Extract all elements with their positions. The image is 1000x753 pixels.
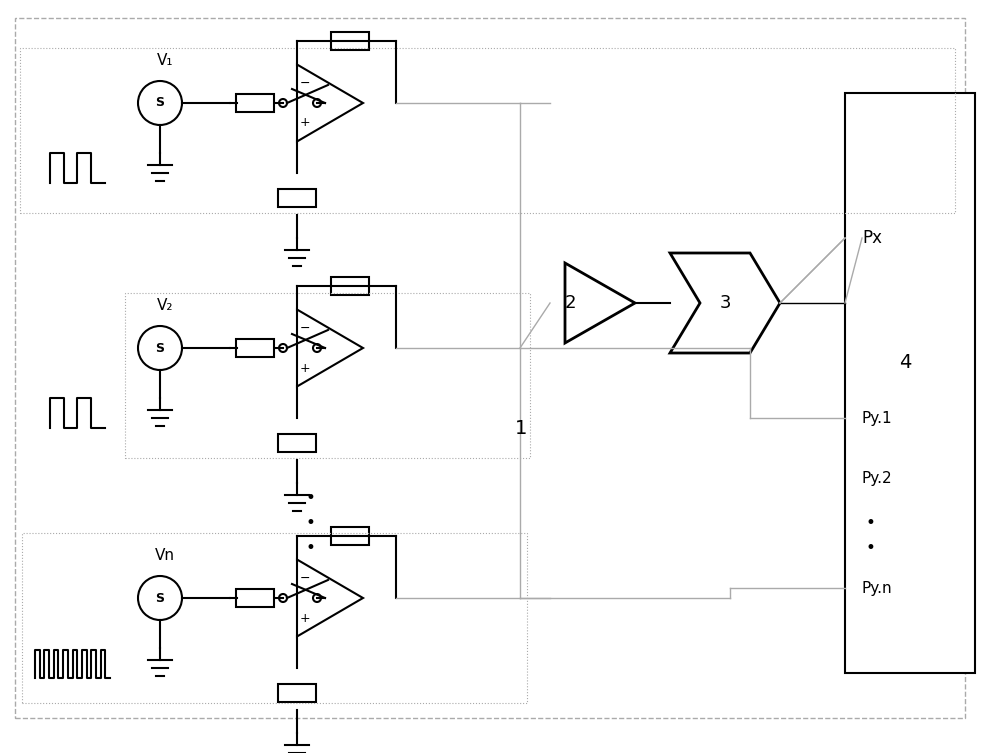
Bar [236,94,274,112]
Text: Px: Px [862,229,882,247]
Text: 2: 2 [564,294,576,312]
Circle shape [138,326,182,370]
Text: 1: 1 [515,419,527,437]
Circle shape [279,344,287,352]
Bar [331,527,369,545]
Circle shape [313,344,321,352]
Bar [278,434,316,452]
Bar [125,293,530,458]
Circle shape [279,99,287,107]
Text: V₂: V₂ [157,298,173,313]
Text: •: • [305,514,315,532]
Text: −: − [300,572,310,584]
Bar [20,48,955,213]
Text: +: + [300,611,310,624]
Text: Py.1: Py.1 [862,410,893,425]
Circle shape [313,99,321,107]
Text: •: • [305,539,315,557]
Bar [22,533,527,703]
Text: S: S [156,592,164,605]
Circle shape [313,594,321,602]
Bar [236,339,274,357]
Circle shape [279,594,287,602]
Bar [236,589,274,607]
Text: •: • [865,539,875,557]
Bar [331,32,369,50]
Text: •: • [305,489,315,507]
Text: +: + [300,117,310,130]
Text: Py.2: Py.2 [862,471,893,486]
Bar [278,189,316,207]
Text: S: S [156,96,164,109]
Bar [845,93,975,673]
Circle shape [138,576,182,620]
Text: Vn: Vn [155,548,175,563]
Text: S: S [156,342,164,355]
Text: +: + [300,361,310,374]
Bar [278,684,316,702]
Text: −: − [300,77,310,90]
Text: −: − [300,322,310,334]
Circle shape [138,81,182,125]
Text: 4: 4 [899,353,911,373]
Bar [331,277,369,295]
Text: Py.n: Py.n [862,581,893,596]
Text: •: • [865,514,875,532]
Text: V₁: V₁ [157,53,173,68]
Text: 3: 3 [719,294,731,312]
